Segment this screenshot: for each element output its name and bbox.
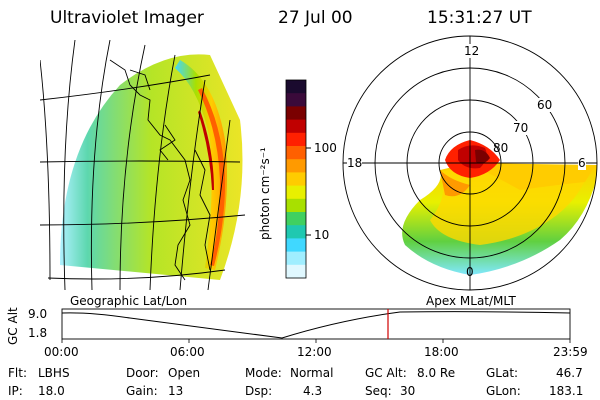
colorbar-unit-label: photon cm⁻²s⁻¹ <box>258 147 272 240</box>
seq-value: 30 <box>400 384 416 398</box>
filter-label: Flt: <box>8 366 27 380</box>
colorbar-segment <box>286 225 306 239</box>
colorbar-segment <box>286 185 306 200</box>
instrument-title: Ultraviolet Imager <box>50 8 204 28</box>
gc-alt-axis-label: GC Alt <box>6 307 20 345</box>
colorbar-segment <box>286 146 306 160</box>
altitude-timeline <box>61 308 571 343</box>
x-tick-0000: 00:00 <box>44 345 79 359</box>
glon-label: GLon: <box>486 384 521 398</box>
ring-label-60: 60 <box>537 98 553 112</box>
door-label: Door: <box>126 366 159 380</box>
colorbar-segment <box>286 264 306 279</box>
geographic-image <box>40 40 246 290</box>
colorbar-tick-10: 10 <box>314 228 330 242</box>
polar-plot <box>342 35 598 291</box>
glat-label: GLat: <box>486 366 519 380</box>
ring-label-70: 70 <box>513 121 529 135</box>
x-tick-1200: 12:00 <box>297 345 332 359</box>
time-label: 15:31:27 UT <box>427 8 532 28</box>
seq-label: Seq: <box>365 384 392 398</box>
colorbar-tick-100: 100 <box>314 141 337 155</box>
dsp-label: Dsp: <box>245 384 273 398</box>
ip-label: IP: <box>8 384 23 398</box>
colorbar-segment <box>286 159 306 173</box>
colorbar-segment <box>286 238 306 253</box>
ip-value: 18.0 <box>38 384 65 398</box>
gain-value: 13 <box>168 384 184 398</box>
gc-alt-label: GC Alt: <box>365 366 407 380</box>
x-tick-2359: 23:59 <box>553 345 588 359</box>
apex-title: Apex MLat/MLT <box>426 294 516 308</box>
dsp-value: 4.3 <box>303 384 323 398</box>
mlt-label-18: 18 <box>347 156 363 170</box>
date-label: 27 Jul 00 <box>278 8 353 28</box>
filter-value: LBHS <box>38 366 70 380</box>
glon-value: 183.1 <box>549 384 584 398</box>
colorbar-segment <box>286 132 306 147</box>
colorbar-segment <box>286 80 306 94</box>
door-value: Open <box>168 366 201 380</box>
colorbar-segment <box>286 119 306 134</box>
glat-value: 46.7 <box>556 366 583 380</box>
y-tick-9: 9.0 <box>28 307 48 321</box>
x-tick-0600: 06:00 <box>170 345 205 359</box>
colorbar-segment <box>286 251 306 266</box>
mlt-label-0: 0 <box>466 265 474 279</box>
x-tick-1800: 18:00 <box>424 345 459 359</box>
mlt-label-12: 12 <box>463 44 481 58</box>
colorbar-segment <box>286 172 306 187</box>
colorbar-segment <box>286 106 306 121</box>
colorbar-segment <box>286 198 306 213</box>
mode-label: Mode: <box>245 366 282 380</box>
mlt-label-6: 6 <box>578 156 586 170</box>
gain-label: Gain: <box>126 384 158 398</box>
mode-value: Normal <box>290 366 334 380</box>
ring-label-80: 80 <box>493 141 509 155</box>
y-tick-1-8: 1.8 <box>28 326 48 340</box>
colorbar-segment <box>286 93 306 107</box>
geographic-title: Geographic Lat/Lon <box>70 294 188 308</box>
gc-alt-value: 8.0 Re <box>417 366 456 380</box>
color-bar <box>286 80 306 279</box>
colorbar-segment <box>286 212 306 226</box>
